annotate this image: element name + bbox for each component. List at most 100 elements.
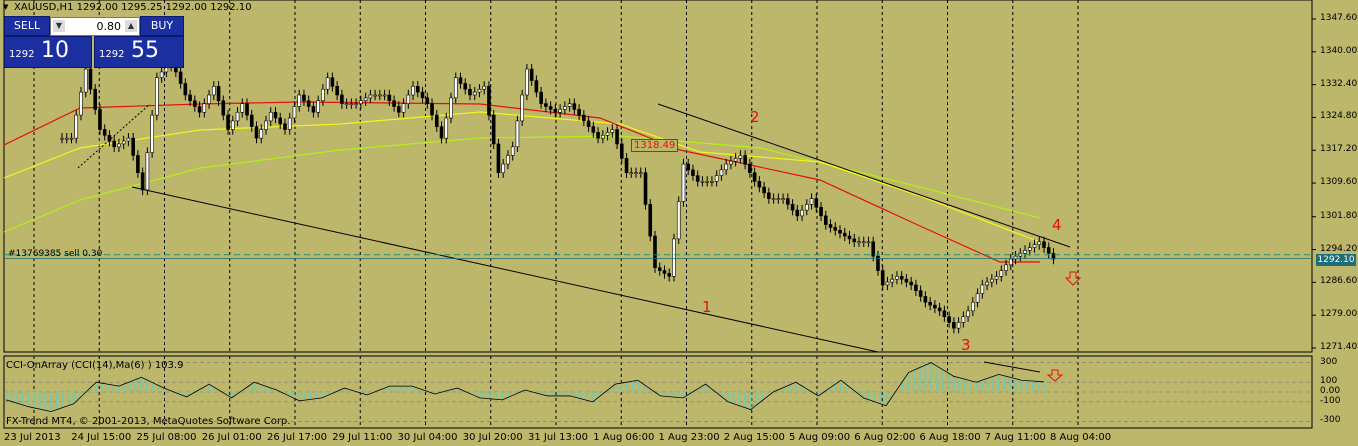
candle-body (975, 293, 980, 303)
candle-body (1037, 241, 1042, 245)
candle-body (79, 91, 83, 116)
time-tick-label: 2 Aug 15:00 (723, 432, 785, 443)
candle-body (586, 120, 591, 127)
candle-body (805, 204, 809, 211)
candle-body (477, 88, 482, 93)
candle-body (240, 103, 245, 113)
channel-line (77, 103, 151, 169)
candle-body (866, 241, 871, 244)
candle-body (795, 209, 800, 217)
candle-body (368, 94, 373, 99)
time-tick-label: 1 Aug 23:00 (658, 432, 720, 443)
candle-body (88, 68, 93, 90)
candle-body (838, 229, 842, 234)
candle-body (112, 140, 116, 148)
lot-increase-icon[interactable]: ▲ (125, 20, 137, 32)
candle-body (1042, 241, 1046, 248)
buy-price-display[interactable]: 1292 55 (94, 36, 184, 68)
candle-body (553, 109, 558, 113)
candle-body (705, 181, 709, 183)
candle-body (876, 255, 880, 271)
candle-body (330, 77, 335, 87)
candle-body (1046, 247, 1051, 254)
candle-body (525, 68, 529, 96)
down-arrow-icon (1046, 369, 1064, 382)
candle-body (1008, 258, 1013, 266)
time-tick-label: 30 Jul 20:00 (462, 432, 523, 443)
candle-body (349, 103, 354, 105)
price-level-tag[interactable]: 1318.49 (631, 139, 679, 152)
candle-body (93, 88, 98, 110)
candle-body (980, 284, 985, 294)
candle-body (183, 83, 188, 96)
candle-body (933, 304, 937, 309)
candle-body (567, 103, 572, 107)
sell-price-display[interactable]: 1292 10 (4, 36, 92, 68)
candle-body (899, 276, 904, 280)
candle-body (895, 276, 899, 280)
copyright-text: FX-Trend MT4, © 2001-2013, MetaQuotes So… (6, 416, 291, 427)
candle-body (287, 117, 292, 130)
candle-body (411, 86, 415, 96)
candle-body (259, 129, 264, 139)
lot-size-input[interactable] (67, 18, 121, 34)
candle-body (197, 106, 202, 113)
candle-body (990, 278, 994, 283)
candle-body (449, 97, 453, 119)
cci-tick-label: 0.00 (1320, 386, 1341, 396)
candle-body (1013, 255, 1018, 260)
candle-body (619, 143, 624, 159)
candle-body (491, 114, 496, 145)
candle-body (463, 83, 468, 90)
candle-body (729, 160, 733, 165)
sell-price-pips: 10 (41, 38, 69, 63)
candle-body (74, 114, 79, 139)
price-tick-label: 1309.60 (1320, 177, 1358, 188)
candle-body (695, 175, 700, 182)
chart-menu-icon[interactable]: ▼ (3, 3, 9, 11)
candle-body (909, 281, 913, 286)
candle-body (601, 134, 605, 139)
candle-body (264, 120, 268, 130)
candle-body (482, 86, 487, 90)
candle-body (159, 71, 164, 79)
sell-button[interactable]: SELL (4, 16, 50, 36)
sell-price-major: 1292 (9, 49, 35, 60)
main-frame (3, 0, 1313, 353)
wave-label-4: 4 (1052, 216, 1062, 234)
candle-body (496, 143, 501, 174)
candle-body (520, 94, 524, 122)
candle-body (1004, 264, 1008, 271)
lot-size-field[interactable]: ▼ ▲ (50, 17, 140, 36)
candle-body (847, 235, 852, 240)
candle-body (335, 86, 339, 96)
candle-body (956, 322, 961, 329)
candle-body (918, 290, 923, 297)
lot-decrease-icon[interactable]: ▼ (53, 20, 65, 32)
candle-body (212, 86, 216, 96)
candle-body (676, 201, 681, 240)
candle-body (610, 129, 615, 133)
candle-body (472, 91, 477, 96)
candle-body (752, 172, 757, 182)
candle-body (947, 316, 951, 323)
time-tick-label: 5 Aug 09:00 (789, 432, 851, 443)
candle-body (544, 103, 548, 107)
price-tick-label: 1301.80 (1320, 210, 1358, 221)
candle-body (629, 172, 634, 175)
candle-body (942, 310, 947, 317)
buy-button[interactable]: BUY (140, 16, 184, 36)
candle-body (615, 129, 619, 145)
candle-body (762, 186, 766, 194)
order-line-label[interactable]: #13769385 sell 0.30 (8, 249, 103, 259)
candle-body (653, 235, 657, 268)
candle-body (638, 172, 643, 175)
time-tick-label: 6 Aug 18:00 (919, 432, 981, 443)
candle-body (1027, 247, 1032, 251)
candle-body (131, 137, 135, 156)
candle-body (453, 77, 458, 99)
candle-body (800, 209, 804, 217)
candle-body (563, 106, 567, 110)
candle-body (193, 100, 197, 107)
